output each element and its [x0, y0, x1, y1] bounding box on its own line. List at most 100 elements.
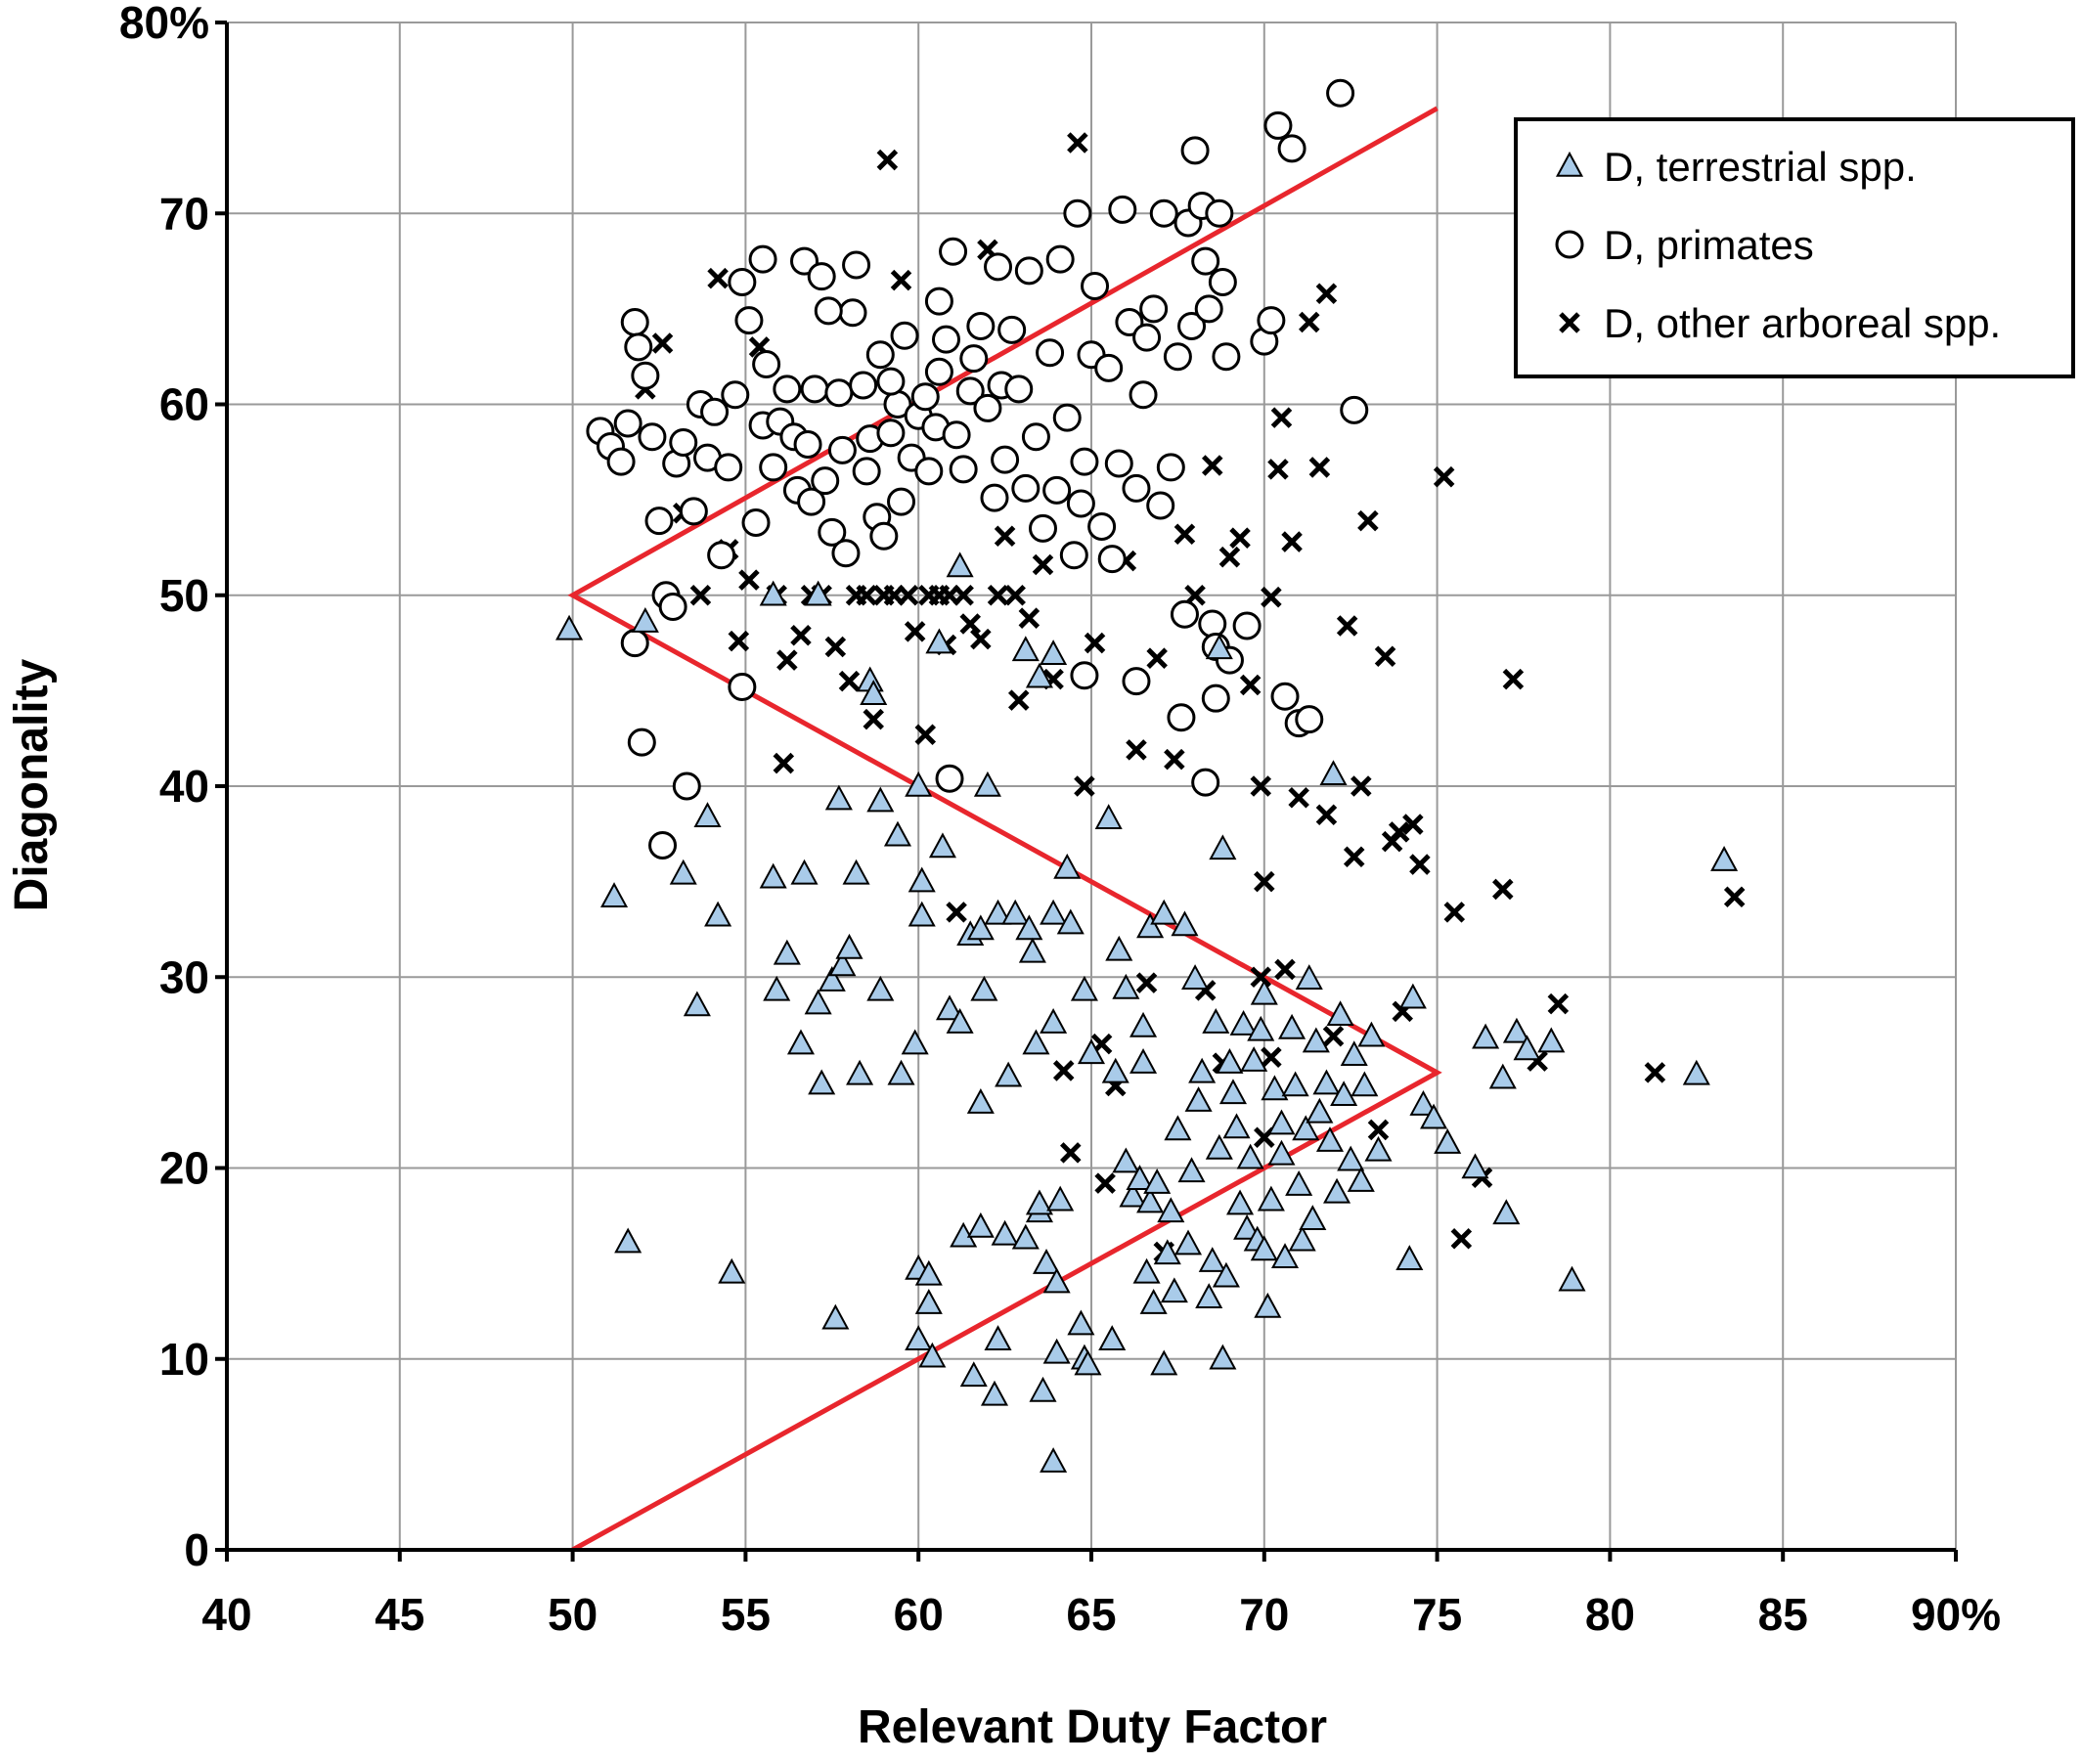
- x-tick-label: 80: [1585, 1589, 1635, 1640]
- data-point-circle: [1232, 611, 1262, 640]
- data-point-triangle: [1326, 1000, 1354, 1027]
- data-point-triangle: [1212, 1261, 1240, 1288]
- data-point-triangle: [1101, 1057, 1129, 1083]
- data-point-triangle: [1015, 914, 1043, 941]
- data-point-triangle: [1226, 1189, 1255, 1215]
- data-point-circle: [1149, 198, 1178, 228]
- data-point-triangle: [1126, 1165, 1154, 1190]
- data-point-triangle: [1420, 1103, 1448, 1129]
- data-points-layer: [555, 78, 1746, 1473]
- data-point-circle: [939, 237, 968, 266]
- data-point-triangle: [905, 1325, 933, 1350]
- data-point-circle: [748, 244, 777, 274]
- data-point-x: [1350, 775, 1372, 797]
- data-point-x: [838, 670, 861, 692]
- data-point-triangle: [1177, 1157, 1206, 1183]
- data-point-triangle: [928, 832, 956, 859]
- data-point-circle: [1042, 475, 1072, 505]
- data-point-x: [1084, 632, 1106, 654]
- data-point-triangle: [1150, 1349, 1178, 1376]
- data-point-circle: [924, 287, 953, 316]
- x-tick-label: 50: [548, 1589, 598, 1640]
- data-point-triangle: [905, 771, 933, 797]
- data-point-x: [1032, 553, 1054, 576]
- data-point-triangle: [1025, 662, 1053, 688]
- data-point-triangle: [1299, 1205, 1327, 1230]
- data-point-circle: [734, 306, 764, 335]
- data-point-circle: [658, 592, 687, 621]
- legend-marker-triangle: [1555, 151, 1584, 177]
- data-point-triangle: [1257, 1185, 1285, 1212]
- data-point-circle: [831, 539, 861, 568]
- data-point-x: [1267, 459, 1289, 480]
- data-point-x: [1443, 902, 1466, 923]
- data-point-triangle: [866, 786, 895, 813]
- series-circle: [586, 78, 1369, 860]
- data-point-triangle: [842, 859, 870, 885]
- data-point-circle: [849, 371, 878, 400]
- data-point-x: [1060, 1142, 1082, 1164]
- data-point-triangle: [1292, 1115, 1320, 1141]
- data-point-circle: [827, 435, 857, 464]
- data-point-triangle: [600, 882, 629, 907]
- data-point-triangle: [1222, 1113, 1251, 1139]
- data-point-triangle: [1250, 979, 1278, 1005]
- data-point-circle: [613, 409, 642, 438]
- data-point-circle: [1129, 380, 1158, 410]
- data-point-circle: [679, 497, 708, 526]
- data-point-triangle: [860, 680, 888, 706]
- data-point-x: [1250, 775, 1272, 797]
- data-point-x: [1004, 584, 1026, 606]
- data-point-triangle: [555, 614, 584, 640]
- data-point-triangle: [1261, 1075, 1289, 1101]
- data-point-triangle: [1281, 1071, 1309, 1097]
- data-point-triangle: [1042, 1338, 1071, 1364]
- data-point-x: [1164, 748, 1185, 771]
- data-point-x: [1336, 615, 1358, 637]
- data-point-triangle: [1040, 1447, 1068, 1473]
- data-point-circle: [910, 382, 940, 412]
- legend-marker-circle: [1555, 230, 1584, 259]
- data-point-circle: [931, 325, 960, 354]
- data-point-circle: [1122, 667, 1151, 696]
- axes: [215, 21, 1958, 1562]
- data-point-circle: [887, 487, 916, 516]
- data-point-circle: [1340, 395, 1369, 424]
- data-point-triangle: [1350, 1071, 1379, 1097]
- x-axis-title: Relevant Duty Factor: [858, 1701, 1327, 1753]
- data-point-triangle: [1492, 1199, 1521, 1225]
- data-point-triangle: [1278, 1013, 1306, 1039]
- data-point-x: [1281, 531, 1303, 552]
- data-point-x: [1492, 878, 1514, 901]
- data-point-triangle: [1254, 1292, 1282, 1318]
- data-point-x: [1388, 821, 1410, 843]
- data-point-triangle: [1056, 908, 1085, 935]
- data-point-circle: [1163, 342, 1192, 372]
- data-point-triangle: [818, 966, 846, 992]
- data-point-triangle: [984, 899, 1012, 925]
- data-point-x: [1239, 674, 1262, 696]
- x-tick-label: 90%: [1911, 1589, 2001, 1640]
- data-point-circle: [1257, 306, 1286, 335]
- data-point-circle: [1028, 513, 1057, 543]
- data-point-circle: [1052, 403, 1082, 432]
- data-point-circle: [1108, 195, 1137, 224]
- y-tick-label: 20: [159, 1143, 209, 1194]
- data-point-triangle: [883, 820, 912, 847]
- data-point-circle: [669, 428, 698, 458]
- data-point-x: [1308, 457, 1331, 478]
- data-point-triangle: [1018, 937, 1046, 963]
- data-point-circle: [838, 298, 867, 328]
- data-point-triangle: [973, 771, 1001, 797]
- data-point-triangle: [614, 1227, 642, 1254]
- data-point-circle: [1066, 489, 1095, 518]
- data-point-circle: [728, 672, 757, 701]
- data-point-triangle: [1330, 1080, 1358, 1107]
- data-point-triangle: [1094, 804, 1123, 829]
- data-point-triangle: [1267, 1109, 1296, 1135]
- data-point-triangle: [1337, 1145, 1365, 1171]
- data-point-x: [1374, 645, 1396, 667]
- data-point-triangle: [995, 1061, 1023, 1087]
- data-point-x: [1315, 804, 1338, 826]
- data-point-triangle: [914, 1289, 943, 1314]
